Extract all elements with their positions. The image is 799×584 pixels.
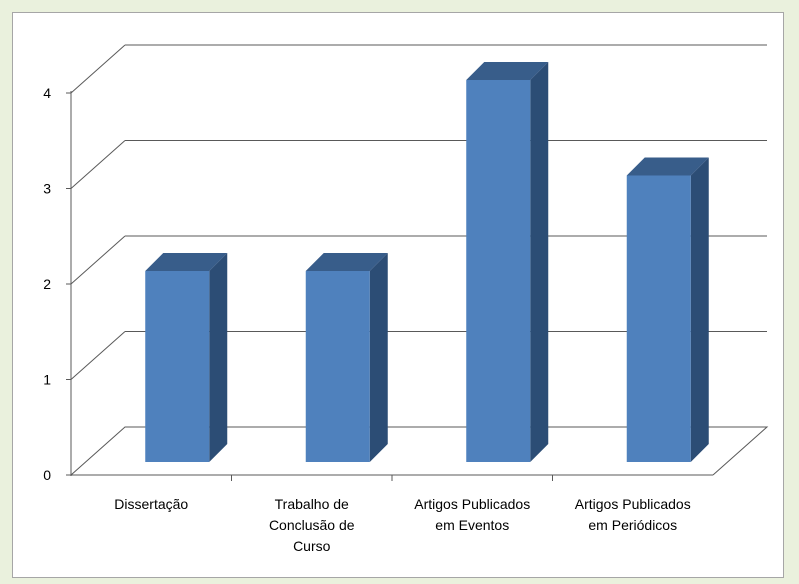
- bar-chart: 0 1 2 3 4 Dissertação Trabalho de Conclusão de C…: [43, 44, 769, 554]
- y-tick-label: 2: [43, 276, 51, 292]
- bar: [626, 175, 691, 462]
- y-tick-label: 4: [43, 85, 51, 101]
- x-tick-label: Artigos Publicados em Periódicos: [575, 496, 691, 533]
- bar-top: [145, 253, 228, 271]
- bar-side: [530, 62, 549, 462]
- bar-top: [305, 253, 388, 271]
- bar: [466, 80, 531, 462]
- x-tick-label: Artigos Publicados em Eventos: [414, 496, 530, 533]
- bar-top: [626, 157, 709, 176]
- y-tick-label: 3: [43, 181, 51, 197]
- gridline-diagonal: [70, 140, 126, 189]
- bar-side: [690, 157, 709, 462]
- bar: [145, 271, 210, 462]
- bar-side: [369, 253, 388, 462]
- bar: [305, 271, 370, 462]
- y-tick-label: 0: [43, 467, 51, 483]
- chart-frame: 0 1 2 3 4 Dissertação Trabalho de Conclusão de C…: [12, 12, 784, 578]
- y-tick-label: 1: [43, 372, 51, 388]
- x-tick-label: Trabalho de Conclusão de Curso: [269, 496, 355, 554]
- bar-top: [466, 62, 549, 80]
- gridline-diagonal: [70, 235, 126, 285]
- bar-side: [209, 253, 228, 462]
- gridline-diagonal: [70, 331, 126, 380]
- x-tick-label: Dissertação: [114, 496, 188, 512]
- gridline-diagonal: [70, 44, 126, 94]
- floor-outline: [70, 426, 769, 476]
